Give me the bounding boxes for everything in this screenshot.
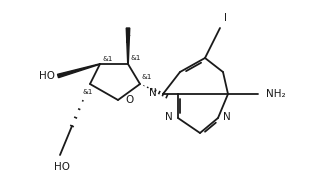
Text: I: I [224,13,227,23]
Text: HO: HO [54,162,70,172]
Text: &1: &1 [83,89,93,95]
Text: &1: &1 [103,56,113,62]
Polygon shape [58,64,100,78]
Text: N: N [165,112,173,122]
Text: O: O [125,95,133,105]
Polygon shape [126,28,130,64]
Text: N: N [149,88,157,98]
Text: &1: &1 [142,74,152,80]
Text: HO: HO [39,71,55,81]
Text: F: F [125,35,131,45]
Text: &1: &1 [131,55,141,61]
Text: N: N [223,112,231,122]
Text: NH₂: NH₂ [266,89,286,99]
